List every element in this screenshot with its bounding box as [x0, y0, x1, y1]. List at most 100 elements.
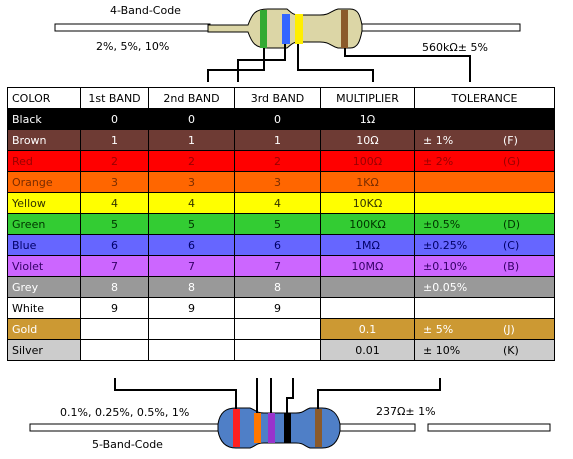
color-name-cell: Yellow — [7, 192, 81, 214]
tolerance-value: ±0.05% — [423, 280, 468, 294]
bottom-left-caption: 0.1%, 0.25%, 0.5%, 1% — [60, 406, 190, 419]
multiplier-cell: 10KΩ — [320, 192, 415, 214]
tolerance-code: (D) — [503, 217, 521, 231]
color-name-cell: Blue — [7, 234, 81, 256]
tolerance-cell: ±0.10% (B) — [414, 255, 555, 277]
band2-cell — [148, 318, 235, 340]
band3-cell: 3 — [234, 171, 321, 193]
bottom-band-violet — [268, 413, 275, 443]
bottom-title: 5-Band-Code — [92, 438, 163, 451]
band1-cell: 5 — [80, 213, 149, 235]
color-name-cell: Gold — [7, 318, 81, 340]
table-row: Blue 6 6 6 1MΩ ±0.25% (C) — [7, 234, 555, 256]
color-name-cell: Silver — [7, 339, 81, 361]
tolerance-value: ±0.5% — [423, 217, 461, 231]
bottom-resistor-body — [217, 407, 341, 449]
multiplier-cell: 1Ω — [320, 108, 415, 130]
tolerance-cell: ± 5% (J) — [414, 318, 555, 340]
header-2nd-band: 2nd BAND — [148, 87, 235, 109]
multiplier-cell: 10MΩ — [320, 255, 415, 277]
band2-cell: 8 — [148, 276, 235, 298]
band3-cell: 1 — [234, 129, 321, 151]
table-row: Red 2 2 2 100Ω ± 2% (G) — [7, 150, 555, 172]
tolerance-code: (K) — [503, 343, 519, 357]
top-connector-2 — [237, 44, 286, 82]
bottom-connector-1 — [114, 378, 237, 409]
tolerance-code: (B) — [503, 259, 520, 273]
band2-cell: 9 — [148, 297, 235, 319]
multiplier-cell: 1MΩ — [320, 234, 415, 256]
table-row: Silver 0.01 ± 10% (K) — [7, 339, 555, 361]
bottom-band-orange — [254, 413, 261, 443]
top-connector-1 — [207, 48, 265, 82]
table-row: Gold 0.1 ± 5% (J) — [7, 318, 555, 340]
header-3rd-band: 3rd BAND — [234, 87, 321, 109]
top-connector-3 — [297, 44, 374, 82]
color-name-cell: Orange — [7, 171, 81, 193]
bottom-band-red — [233, 409, 240, 447]
tolerance-value: ± 2% — [423, 154, 454, 168]
bottom-band-brown — [315, 409, 322, 447]
tolerance-value: ± 5% — [423, 322, 454, 336]
top-right-caption: 560kΩ± 5% — [422, 41, 488, 54]
tolerance-cell: ±0.25% (C) — [414, 234, 555, 256]
multiplier-cell: 10Ω — [320, 129, 415, 151]
tolerance-value: ± 10% — [423, 343, 461, 357]
band1-cell: 2 — [80, 150, 149, 172]
band2-cell — [148, 339, 235, 361]
band3-cell: 4 — [234, 192, 321, 214]
header-color: COLOR — [7, 87, 81, 109]
band1-cell: 7 — [80, 255, 149, 277]
table-row: Green 5 5 5 100KΩ ±0.5% (D) — [7, 213, 555, 235]
band3-cell: 6 — [234, 234, 321, 256]
top-resistor — [54, 8, 521, 82]
table-header-row: COLOR 1st BAND 2nd BAND 3rd BAND MULTIPL… — [7, 87, 555, 109]
bottom-right-caption: 237Ω± 1% — [376, 405, 436, 418]
multiplier-cell — [320, 276, 415, 298]
table-row: Orange 3 3 3 1KΩ — [7, 171, 555, 193]
multiplier-cell: 1KΩ — [320, 171, 415, 193]
tolerance-cell: ± 1% (F) — [414, 129, 555, 151]
top-right-lead — [359, 23, 521, 32]
tolerance-code: (G) — [503, 154, 521, 168]
band1-cell: 8 — [80, 276, 149, 298]
band2-cell: 0 — [148, 108, 235, 130]
bottom-connector-4 — [286, 378, 294, 413]
band3-cell: 7 — [234, 255, 321, 277]
color-name-cell: Grey — [7, 276, 81, 298]
band3-cell: 8 — [234, 276, 321, 298]
table-row: White 9 9 9 — [7, 297, 555, 319]
table-row: Brown 1 1 1 10Ω ± 1% (F) — [7, 129, 555, 151]
band2-cell: 4 — [148, 192, 235, 214]
color-code-table: COLOR 1st BAND 2nd BAND 3rd BAND MULTIPL… — [7, 87, 555, 361]
table-row: Black 0 0 0 1Ω — [7, 108, 555, 130]
band1-cell: 4 — [80, 192, 149, 214]
tolerance-value: ±0.25% — [423, 238, 468, 252]
tolerance-code: (C) — [503, 238, 520, 252]
tolerance-cell — [414, 108, 555, 130]
bottom-far-lead — [427, 423, 551, 432]
band1-cell: 1 — [80, 129, 149, 151]
color-name-cell: Black — [7, 108, 81, 130]
multiplier-cell: 0.01 — [320, 339, 415, 361]
multiplier-cell: 100Ω — [320, 150, 415, 172]
tolerance-cell — [414, 171, 555, 193]
tolerance-cell: ± 2% (G) — [414, 150, 555, 172]
table-row: Violet 7 7 7 10MΩ ±0.10% (B) — [7, 255, 555, 277]
band3-cell: 0 — [234, 108, 321, 130]
top-title: 4-Band-Code — [110, 4, 181, 17]
tolerance-value: ± 1% — [423, 133, 454, 147]
band1-cell: 9 — [80, 297, 149, 319]
band2-cell: 7 — [148, 255, 235, 277]
multiplier-cell: 100KΩ — [320, 213, 415, 235]
band1-cell: 6 — [80, 234, 149, 256]
tolerance-cell — [414, 297, 555, 319]
tolerance-cell: ±0.05% — [414, 276, 555, 298]
band3-cell: 2 — [234, 150, 321, 172]
top-left-caption: 2%, 5%, 10% — [96, 40, 170, 53]
multiplier-cell: 0.1 — [320, 318, 415, 340]
tolerance-cell: ± 10% (K) — [414, 339, 555, 361]
tolerance-code: (J) — [503, 322, 515, 336]
band2-cell: 5 — [148, 213, 235, 235]
band3-cell: 5 — [234, 213, 321, 235]
